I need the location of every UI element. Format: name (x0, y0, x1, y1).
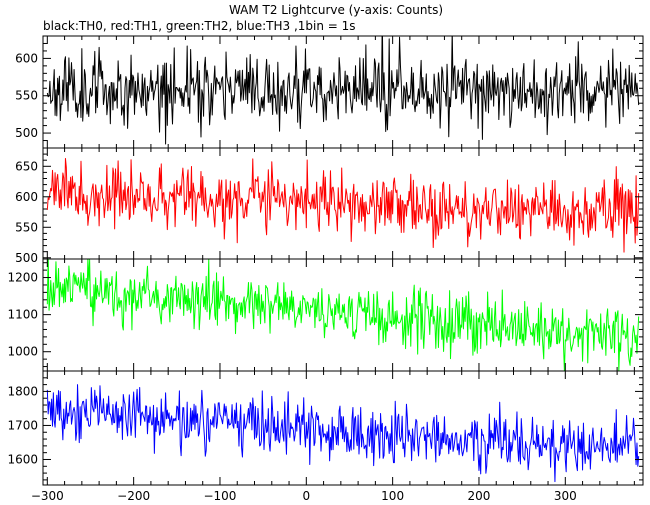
x-tick-label: 100 (381, 489, 404, 503)
y-tick-label: 550 (15, 220, 38, 234)
series-line-th3 (46, 384, 640, 483)
y-tick-label: 550 (15, 89, 38, 103)
y-tick-label: 500 (15, 126, 38, 140)
x-tick-label: −100 (203, 489, 236, 503)
y-tick-label: 1100 (7, 308, 38, 322)
y-tick-label: 600 (15, 51, 38, 65)
y-tick-label: 1800 (7, 384, 38, 398)
y-tick-label: 1200 (7, 271, 38, 285)
x-tick-label: −300 (31, 489, 64, 503)
y-tick-label: 1600 (7, 452, 38, 466)
x-tick-label: −200 (117, 489, 150, 503)
x-tick-label: 300 (554, 489, 577, 503)
x-tick-label: 200 (468, 489, 491, 503)
x-axis: −300 −200 −100 0 100 200 300 (31, 489, 577, 503)
y-tick-label: 1700 (7, 418, 38, 432)
y-tick-label: 650 (15, 159, 38, 173)
series-line-th0 (46, 36, 640, 145)
panel-frame (42, 370, 644, 486)
panel-th2: 1000 1100 1200 (7, 258, 644, 372)
y-tick-label: 600 (15, 190, 38, 204)
series-line-th2 (46, 259, 640, 371)
chart-subtitle: black:TH0, red:TH1, green:TH2, blue:TH3 … (43, 19, 356, 33)
panel-th3: 1600 1700 1800 (7, 370, 644, 486)
x-tick-label: 0 (302, 489, 310, 503)
series-line-th1 (46, 157, 640, 253)
panels: 500 550 600 500 550 600 650 1000 1100 1200 1600 170… (7, 35, 644, 486)
panel-th0: 500 550 600 (15, 35, 644, 149)
y-tick-label: 500 (15, 251, 38, 265)
panel-th1: 500 550 600 650 (15, 147, 644, 265)
y-tick-label: 1000 (7, 345, 38, 359)
chart-title: WAM T2 Lightcurve (y-axis: Counts) (229, 3, 443, 17)
